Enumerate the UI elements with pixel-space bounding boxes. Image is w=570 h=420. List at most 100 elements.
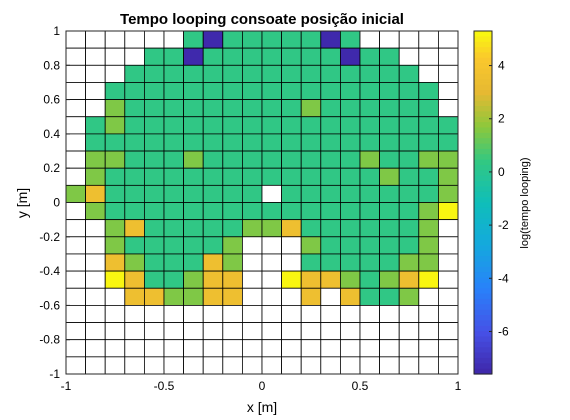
heatmap-cell	[261, 236, 283, 255]
heatmap-cell	[398, 202, 420, 221]
heatmap-cell	[183, 30, 204, 49]
heatmap-cell	[241, 30, 263, 49]
heatmap-cell	[65, 219, 87, 238]
heatmap-cell	[300, 253, 322, 272]
heatmap-cell	[183, 47, 204, 66]
colorbar: 4 2 0 -2 -4 -6	[473, 30, 509, 375]
heatmap-cell	[281, 287, 302, 306]
heatmap-cell	[418, 47, 439, 66]
heatmap-cell	[202, 270, 224, 289]
heatmap-cells	[65, 30, 459, 375]
heatmap-cell	[65, 133, 87, 152]
heatmap-cell	[124, 99, 145, 118]
y-tick-label: -0.2	[39, 230, 60, 244]
heatmap-cell	[163, 167, 185, 186]
heatmap-cell	[359, 99, 381, 118]
heatmap-cell	[104, 202, 126, 221]
heatmap-cell	[202, 287, 224, 306]
heatmap-cell	[183, 304, 204, 323]
heatmap-cell	[202, 253, 224, 272]
heatmap-cell	[143, 287, 165, 306]
heatmap-cell	[437, 339, 459, 358]
heatmap-cell	[222, 184, 243, 203]
colorbar-segment	[474, 357, 492, 364]
colorbar-segment	[474, 197, 492, 204]
heatmap-cell	[359, 133, 381, 152]
y-tick-label: 0.8	[43, 58, 60, 72]
heatmap-cell	[85, 202, 106, 221]
heatmap-cell	[379, 150, 400, 169]
heatmap-cell	[124, 219, 145, 238]
heatmap-cell	[437, 116, 459, 135]
heatmap-cell	[65, 202, 87, 221]
heatmap-cell	[281, 270, 302, 289]
heatmap-cell	[85, 133, 106, 152]
heatmap-cell	[320, 322, 341, 341]
heatmap-cell	[163, 304, 185, 323]
heatmap-cell	[379, 116, 400, 135]
heatmap-cell	[300, 219, 322, 238]
heatmap-cell	[437, 133, 459, 152]
heatmap-cell	[398, 64, 420, 83]
heatmap-cell	[124, 287, 145, 306]
heatmap-cell	[104, 339, 126, 358]
heatmap-cell	[163, 339, 185, 358]
heatmap-cell	[85, 82, 106, 100]
colorbar-tick-label: -2	[498, 218, 509, 232]
heatmap-cell	[104, 356, 126, 375]
heatmap-cell	[183, 270, 204, 289]
colorbar-segment	[474, 170, 492, 177]
heatmap-cell	[202, 304, 224, 323]
heatmap-cell	[339, 322, 361, 341]
colorbar-segment	[474, 31, 492, 37]
heatmap-cell	[163, 287, 185, 306]
heatmap-cell	[339, 99, 361, 118]
heatmap-cell	[339, 184, 361, 203]
y-tick-label: -0.6	[39, 298, 60, 312]
heatmap-cell	[202, 30, 224, 49]
colorbar-segment	[474, 336, 492, 343]
colorbar-tick-label: 2	[498, 112, 505, 126]
heatmap-cell	[65, 356, 87, 375]
heatmap-cell	[124, 150, 145, 169]
heatmap-cell	[379, 64, 400, 83]
heatmap-cell	[339, 116, 361, 135]
heatmap-cell	[202, 322, 224, 341]
colorbar-segment	[474, 127, 492, 134]
heatmap-cell	[183, 287, 204, 306]
heatmap-cell	[124, 47, 145, 66]
heatmap-cell	[281, 133, 302, 152]
heatmap-cell	[222, 30, 243, 49]
colorbar-segment	[474, 240, 492, 246]
heatmap-cell	[124, 116, 145, 135]
heatmap-cell	[281, 253, 302, 272]
heatmap-cell	[104, 219, 126, 238]
heatmap-cell	[183, 253, 204, 272]
y-axis: 1 0.8 0.6 0.4 0.2 0 -0.2 -0.4 -0.6 -0.8 -1	[39, 24, 70, 381]
heatmap-cell	[104, 133, 126, 152]
heatmap-cell	[65, 167, 87, 186]
heatmap-cell	[163, 322, 185, 341]
heatmap-cell	[261, 116, 283, 135]
x-tick-label: 1	[455, 379, 462, 393]
heatmap-cell	[320, 64, 341, 83]
heatmap-cell	[339, 202, 361, 221]
heatmap-cell	[124, 356, 145, 375]
colorbar-segment	[474, 100, 492, 107]
heatmap-cell	[281, 219, 302, 238]
heatmap-cell	[359, 304, 381, 323]
heatmap-cell	[320, 202, 341, 221]
heatmap-cell	[143, 304, 165, 323]
heatmap-cell	[320, 184, 341, 203]
heatmap-cell	[300, 30, 322, 49]
colorbar-segment	[474, 84, 492, 91]
heatmap-cell	[379, 253, 400, 272]
heatmap-cell	[65, 150, 87, 169]
heatmap-cell	[183, 202, 204, 221]
heatmap-cell	[398, 184, 420, 203]
heatmap-cell	[183, 167, 204, 186]
colorbar-segment	[474, 159, 492, 166]
heatmap-cell	[359, 253, 381, 272]
heatmap-cell	[65, 304, 87, 323]
colorbar-segment	[474, 272, 492, 279]
